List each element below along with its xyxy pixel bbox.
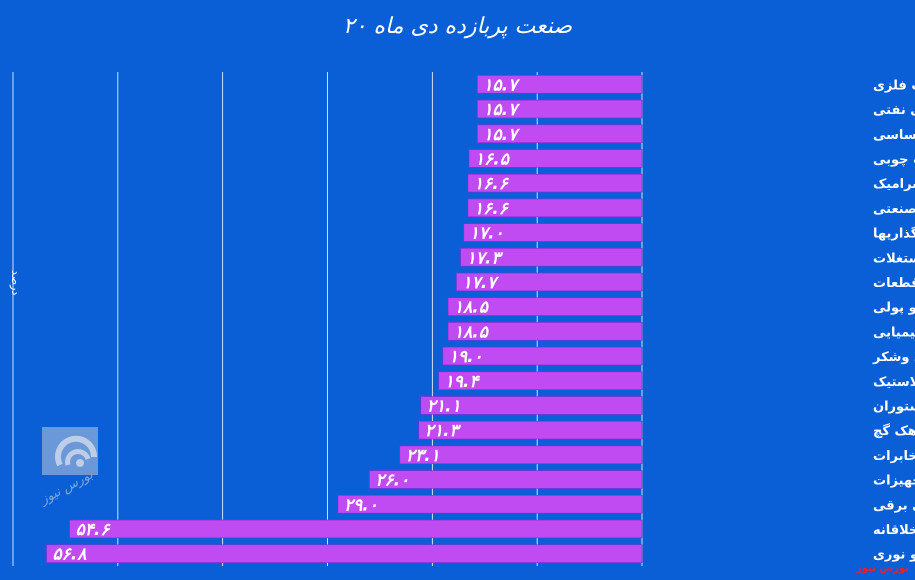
- category-label: لاستیک و پلاستیک: [873, 375, 915, 390]
- data-label: ۲۳.۱: [406, 446, 440, 466]
- bar: [467, 173, 643, 193]
- category-label: محصولات کامپیوتری الکترونیکی و نوری: [873, 548, 915, 563]
- category-label: سیمان آهک گچ: [873, 422, 915, 439]
- category-label: فلزات اساسی: [873, 128, 915, 143]
- data-label: ۱۷.۷: [462, 273, 500, 293]
- bar: [447, 322, 643, 341]
- data-label: ۲۱.۱: [427, 396, 461, 416]
- bar: [467, 198, 643, 218]
- category-label: مخابرات: [873, 449, 915, 464]
- bar: [460, 248, 643, 267]
- data-label: ۵۴.۶: [76, 520, 112, 540]
- bar: [442, 346, 643, 366]
- data-label: ۱۸.۵: [454, 298, 490, 318]
- data-label: ۱۶.۶: [474, 174, 510, 194]
- data-label: ۱۶.۶: [474, 199, 510, 219]
- category-label: محصولات فلزی: [873, 78, 915, 93]
- category-label: واسطه گریهای مالی و پولی: [873, 300, 915, 316]
- data-label: ۱۵.۷: [483, 100, 521, 120]
- data-label: ۱۹.۴: [445, 372, 481, 392]
- category-label: سرمایه گذاریها: [873, 226, 915, 242]
- data-label: ۱۹.۰: [449, 347, 483, 367]
- category-label: چندرشته ای صنعتی: [873, 202, 915, 217]
- bar: [399, 445, 643, 465]
- category-label: خودرو و قطعات: [873, 276, 915, 291]
- data-label: ۱۷.۰: [470, 224, 504, 244]
- data-label: ۱۸.۵: [454, 322, 490, 342]
- bar: [418, 420, 643, 440]
- category-label: غذایی بجز قند وشکر: [872, 350, 915, 365]
- category-label: فعالیتهای هنری، سرگرمی و خلاقانه: [873, 522, 915, 538]
- category-label: فرآورده های نفتی: [873, 101, 915, 118]
- category-label: دستگاههای برقی: [873, 497, 915, 513]
- category-label: هتل و رستوران: [873, 399, 915, 414]
- watermark: بورس نیوز: [856, 563, 909, 574]
- chart-title: ۲۰ صنعت پربازده دی ماه: [342, 14, 573, 39]
- data-label: ۱۶.۵: [475, 149, 511, 169]
- category-label: شیمیایی: [873, 325, 915, 340]
- bar: [420, 396, 643, 415]
- bar: [69, 519, 643, 539]
- bar: [46, 544, 643, 563]
- bar: [438, 371, 643, 390]
- category-label: کاشی و سرامیک: [873, 177, 915, 192]
- bar: [468, 149, 643, 168]
- bar: [477, 99, 643, 119]
- bourse-news-logo: [42, 427, 98, 475]
- bar: [477, 75, 643, 94]
- data-label: ۱۷.۳: [467, 248, 504, 268]
- category-label: انبوه سازی املاک و مستغلات: [873, 251, 915, 266]
- data-label: ۲۹.۰: [344, 495, 378, 515]
- bar: [447, 297, 643, 316]
- bar: [337, 495, 643, 514]
- data-label: ۱۵.۷: [483, 75, 521, 95]
- data-label: ۲۶.۰: [375, 471, 409, 491]
- bar: [456, 272, 643, 292]
- data-label: ۱۵.۷: [483, 125, 521, 145]
- data-label: ۲۱.۳: [425, 421, 462, 441]
- data-label: ۵۶.۸: [53, 545, 88, 565]
- category-label: ماشین آلات و تجهیزات: [873, 472, 915, 489]
- bar: [369, 470, 643, 489]
- category-label: محصولات چوبی: [873, 152, 915, 167]
- bar: [463, 223, 643, 242]
- bar: [477, 124, 643, 143]
